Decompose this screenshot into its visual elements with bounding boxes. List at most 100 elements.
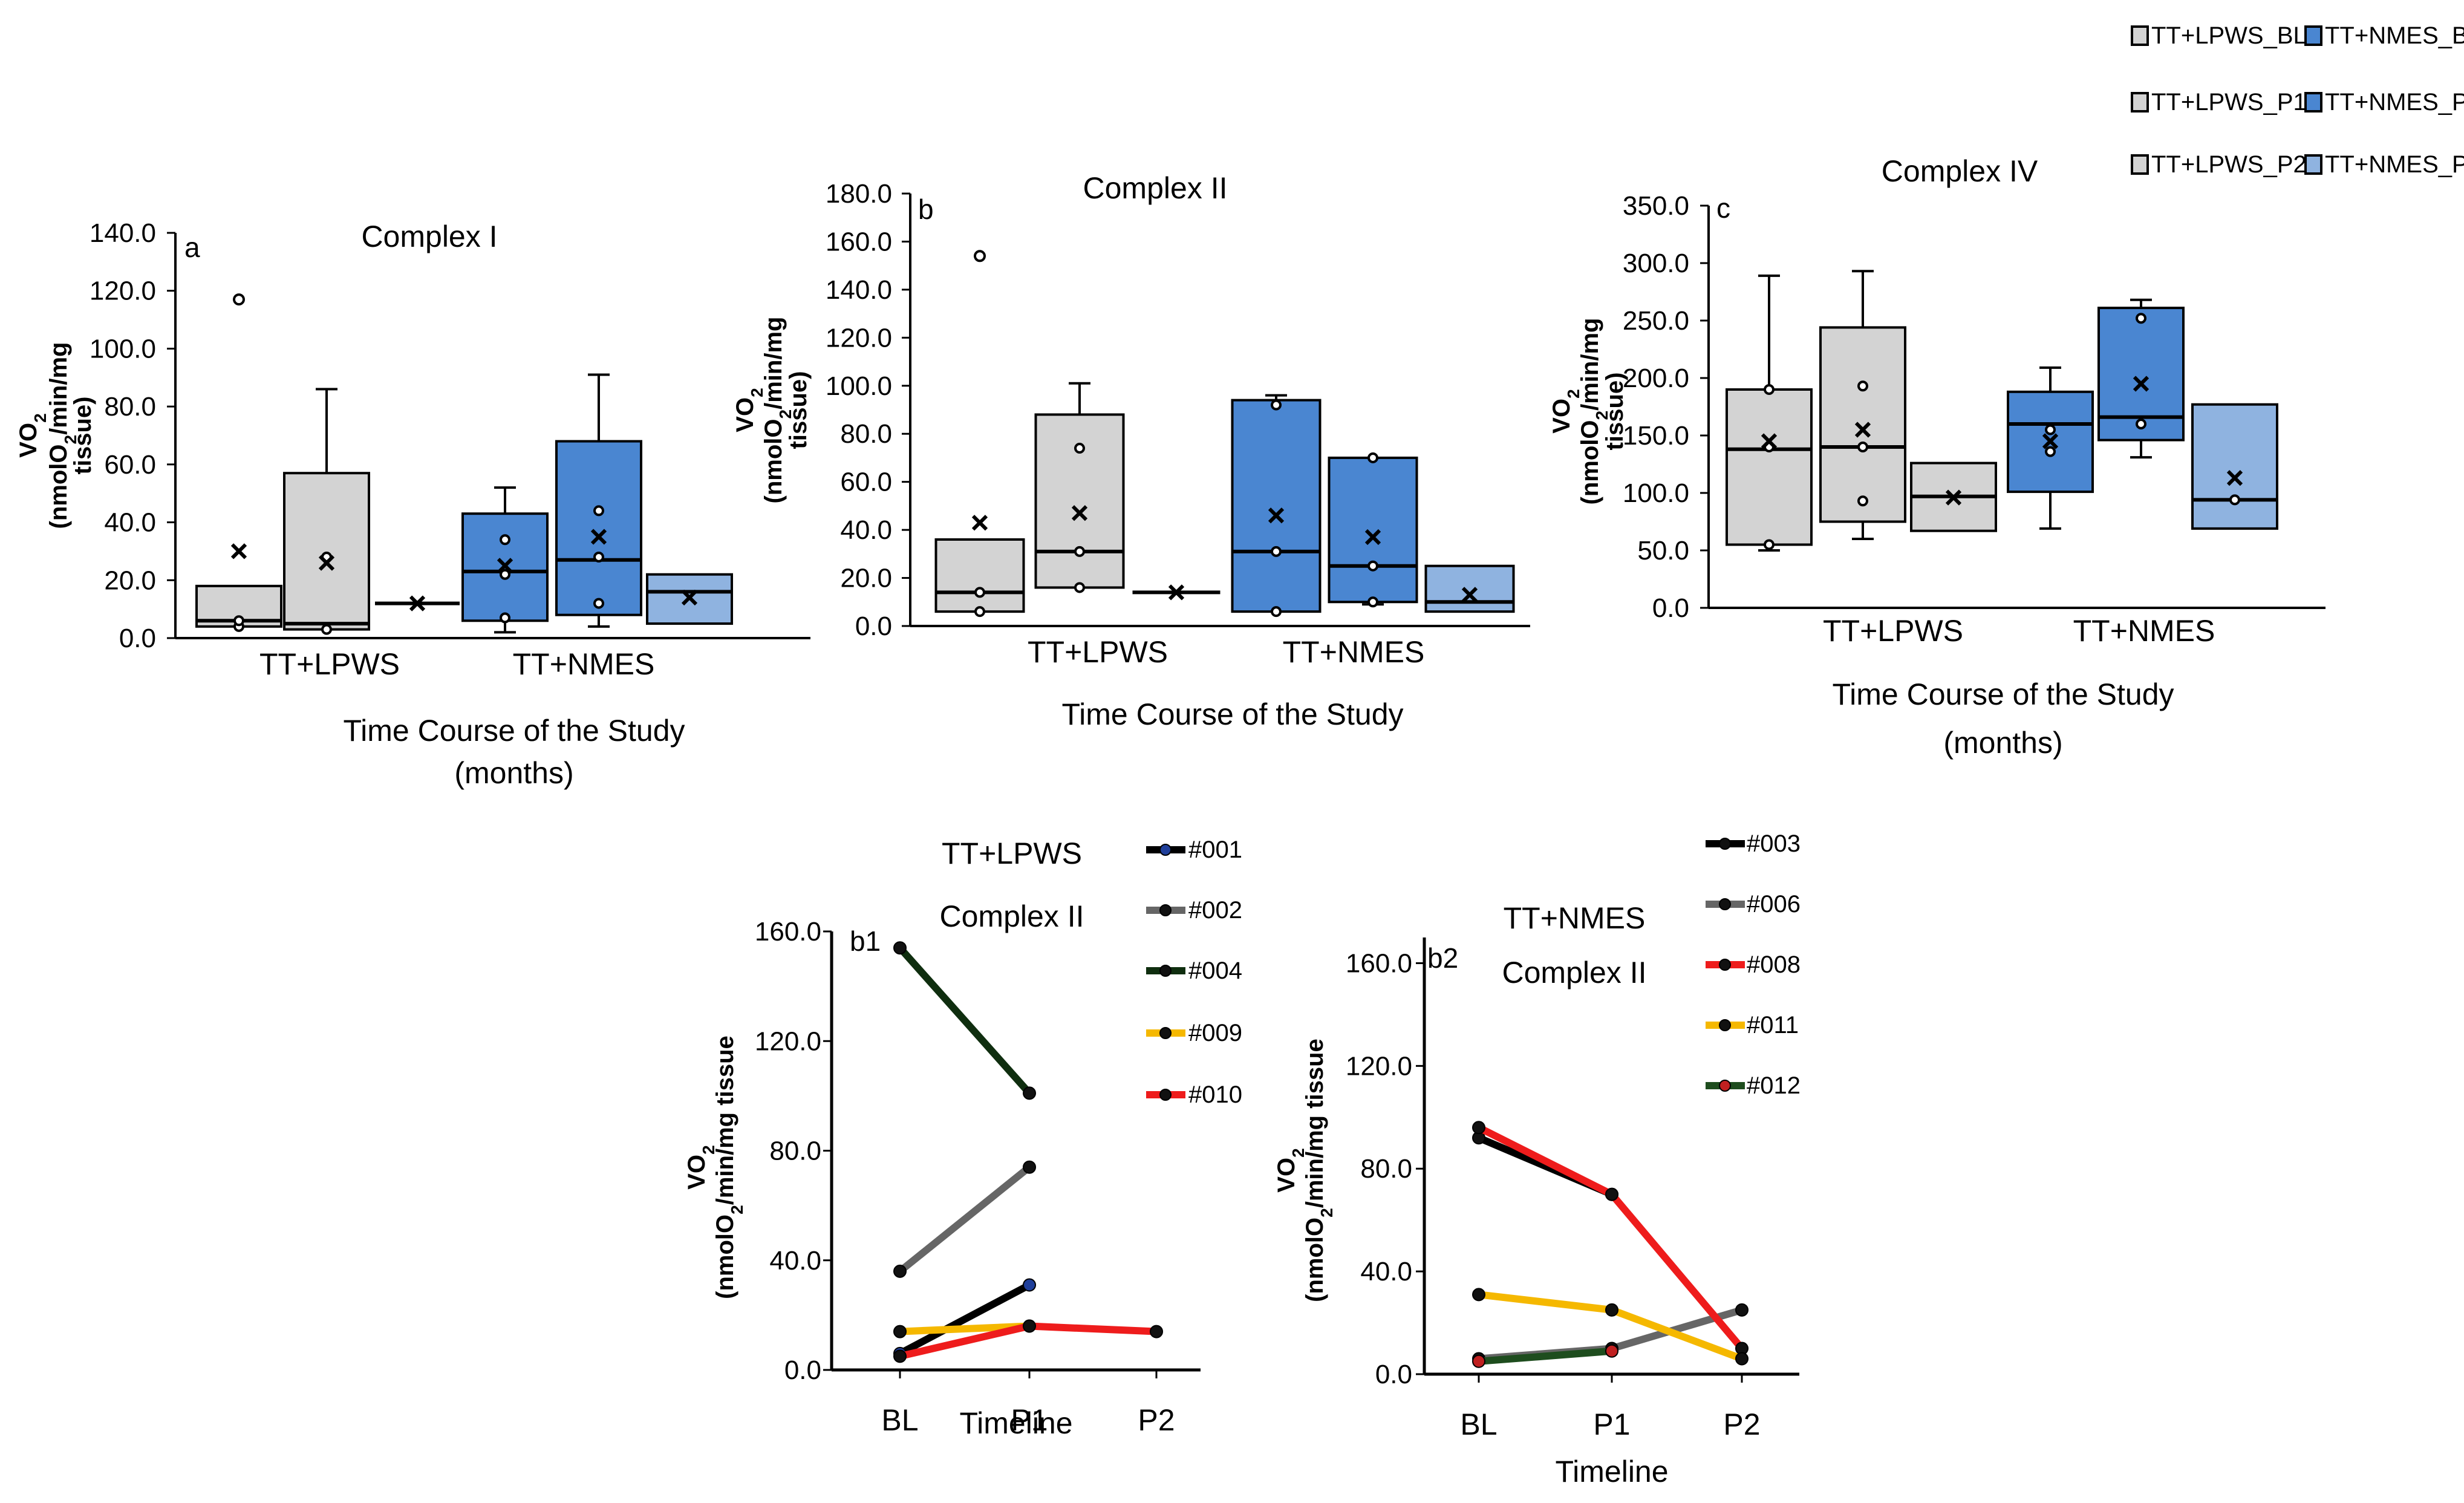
data-point [593,505,604,517]
legend-swatch [2304,92,2322,112]
box-TT+NMES_BL [2007,366,2094,530]
x-tick-label: BL [1460,1407,1497,1441]
y-tick-label: 60.0 [104,450,156,480]
y-axis-label-vo2: (nmolO2/min/mg tissue [1302,1038,1336,1302]
series-point [1605,1344,1618,1358]
y-tick-label: 150.0 [1623,421,1689,451]
box-TT+LPWS_P2 [1132,584,1221,601]
mean-marker [1268,507,1285,524]
group-label: TT+LPWS [1823,614,1963,648]
mean-marker [230,543,247,559]
y-tick-label: 80.0 [1360,1154,1412,1184]
y-tick-label: 160.0 [1346,948,1412,978]
y-tick-label: 140.0 [826,275,892,305]
y-axis-label-vo2: VO2 [1273,1148,1308,1192]
data-point [1074,546,1085,557]
y-tick-label: 200.0 [1623,364,1689,393]
y-axis-label-vo2: VO2 [15,413,50,457]
group-label: TT+NMES [2073,614,2215,648]
boxplot-panel-a: 0.0 20.0 40.0 60.0 80.0 100.0 120.0 140.0 Comple… [15,218,810,790]
group-label: TT+LPWS [259,647,400,681]
legend-marker [1159,1089,1172,1101]
y-tick-label: 0.0 [1375,1360,1412,1389]
y-axis-label-vo2: (nmolO2/min/mg [1577,318,1611,505]
chart-title: Complex IV [1882,154,2038,188]
chart-title: TT+LPWS [942,836,1082,870]
data-point [1857,380,1868,392]
data-point [2136,419,2146,429]
box-TT+NMES_P1 [555,373,642,628]
legend-label: TT+LPWS_P2 [2151,151,2307,178]
series-line [897,945,1032,1096]
legend: TT+LPWS_BL TT+NMES_BL TT+LPWS_P1 TT+NMES_P1… [2131,22,2464,178]
series-010: #010 [893,1081,1242,1363]
y-axis-label-vo2: VO2 [683,1145,718,1189]
chart-title: Complex II [1083,171,1228,205]
y-tick-label: 140.0 [90,218,156,248]
data-point [500,569,510,580]
y-axis-label-vo2: VO2 [732,388,766,432]
box-TT+LPWS_P1 [1034,382,1125,593]
y-tick-label: 100.0 [90,334,156,364]
box-TT+LPWS_BL [934,250,1025,618]
legend-label: #004 [1188,957,1242,984]
data-point [1857,442,1868,452]
y-tick-label: 50.0 [1637,536,1689,566]
legend-marker [1719,1080,1731,1092]
box-TT+NMES_P2 [2191,403,2278,530]
series-point [1605,1303,1618,1317]
box-TT+LPWS_P1 [1819,270,1906,540]
series-line [899,1322,1030,1335]
series-line [898,1282,1031,1357]
data-point [1367,596,1378,608]
series-point [1023,1160,1036,1174]
box-iqr [2191,403,2278,530]
box-TT+NMES_BL [461,486,549,634]
series-point [1150,1325,1163,1338]
chart-subtitle: Complex II [940,899,1084,933]
box-iqr [1424,564,1515,613]
data-point [974,606,985,618]
x-axis-subtitle: (months) [454,756,573,790]
box-TT+NMES_BL [1231,394,1322,618]
legend-label: #009 [1188,1020,1242,1046]
chart-title: Complex I [361,220,497,253]
box-TT+NMES_P2 [646,573,733,625]
box-iqr [934,538,1025,613]
y-tick-label: 40.0 [769,1246,821,1276]
series-point [1472,1121,1485,1135]
boxplot-panel-c: 0.0 50.0 100.0 150.0 200.0 250.0 300.0 350.0 Com… [1548,154,2325,760]
data-point [2045,446,2056,457]
box-TT+NMES_P2 [1424,564,1515,613]
data-point [500,612,510,624]
x-tick-label: BL [881,1403,918,1437]
mean-marker [409,595,426,611]
linechart-panel-b2: 0.0 40.0 80.0 120.0 160.0 BL P1 P2 Timeline TT+NM… [1273,830,1801,1488]
group-label: TT+NMES [1283,635,1425,669]
x-axis-title: Time Course of the Study [1832,677,2174,711]
legend-label: TT+NMES_P2 [2325,151,2464,178]
y-tick-label: 40.0 [104,508,156,538]
mean-marker [1461,587,1478,603]
mean-marker [1071,505,1088,521]
x-tick-label: P2 [1138,1403,1175,1437]
series-point [893,1349,907,1363]
y-tick-label: 300.0 [1623,249,1689,278]
data-point [1857,495,1868,507]
x-axis-title: Time Course of the Study [343,714,685,748]
mean-marker [1854,422,1871,438]
y-axis-label-vo2: (nmolO2/min/mg [45,342,80,529]
y-tick-label: 250.0 [1623,306,1689,336]
legend-swatch [2131,154,2149,175]
legend-label: #001 [1188,836,1242,863]
box-TT+LPWS_P2 [375,595,460,611]
box-TT+LPWS_P2 [1910,461,1997,532]
mean-marker [971,515,988,531]
outlier-point [974,250,986,262]
legend-label: #010 [1188,1081,1242,1108]
chart-subtitle: Complex II [1502,956,1647,990]
legend-label: #006 [1747,891,1801,918]
legend-marker [1719,838,1731,850]
panel-letter: a [184,232,200,263]
